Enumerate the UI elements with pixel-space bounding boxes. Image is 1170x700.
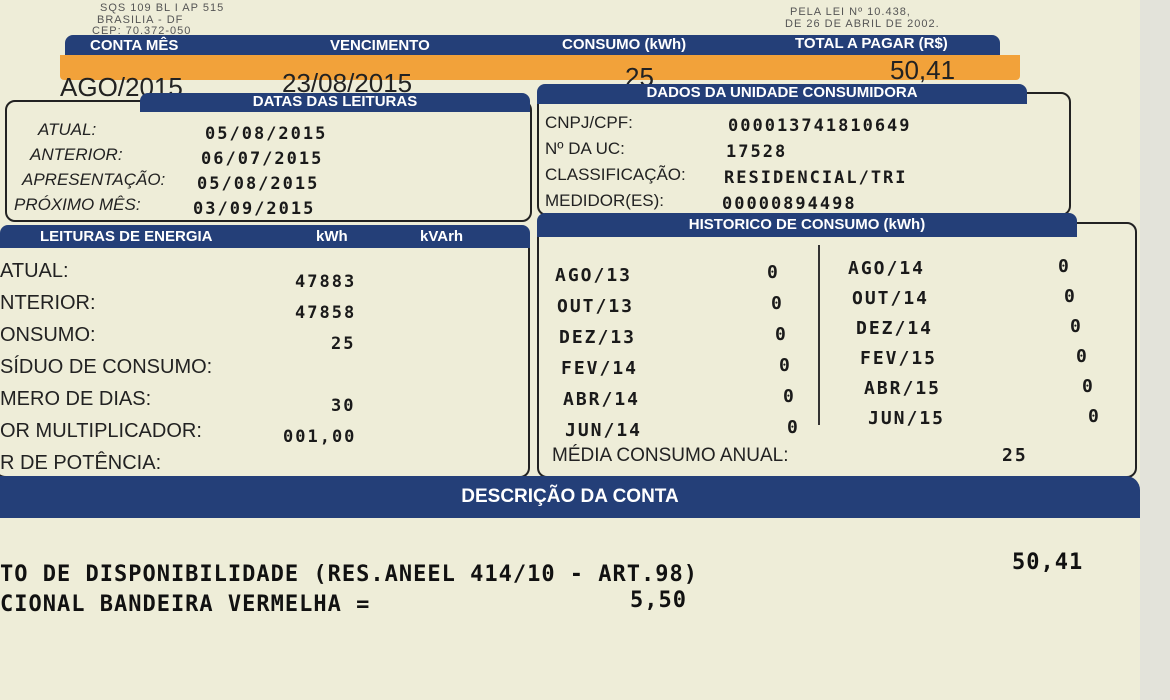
historico-month: OUT/14	[852, 288, 930, 309]
dados-unidade-title: DADOS DA UNIDADE CONSUMIDORA	[537, 84, 1027, 104]
summary-header: CONTA MÊS VENCIMENTO CONSUMO (kWh) TOTAL…	[65, 35, 1000, 55]
historico-month: JUN/15	[868, 408, 946, 429]
leituras-label: MERO DE DIAS:	[0, 388, 152, 410]
dados-value: 00000894498	[722, 194, 857, 214]
leituras-label: R DE POTÊNCIA:	[0, 452, 162, 474]
historico-month: ABR/14	[563, 389, 641, 410]
address-line: CEP: 70.372-050	[92, 25, 192, 37]
descricao-value: 50,41	[1012, 550, 1084, 575]
descricao-line: CIONAL BANDEIRA VERMELHA =	[0, 592, 371, 617]
media-value: 25	[1002, 445, 1028, 466]
descricao-value: 5,50	[630, 588, 687, 613]
leituras-label: NTERIOR:	[0, 292, 96, 314]
historico-month: AGO/14	[848, 258, 926, 279]
header-total: TOTAL A PAGAR (R$)	[795, 35, 948, 52]
historico-value: 0	[775, 324, 788, 345]
total-value: 50,41	[890, 55, 956, 85]
historico-value: 0	[779, 355, 792, 376]
historico-month: JUN/14	[565, 420, 643, 441]
media-label: MÉDIA CONSUMO ANUAL:	[552, 445, 789, 466]
leituras-value: 47858	[295, 303, 357, 323]
historico-value: 0	[767, 262, 780, 283]
historico-divider	[818, 245, 820, 425]
leituras-energia-title: LEITURAS DE ENERGIA	[40, 228, 213, 245]
summary-values-bar	[60, 55, 1020, 80]
header-conta-mes: CONTA MÊS	[90, 37, 179, 54]
datas-label: PRÓXIMO MÊS:	[14, 195, 141, 214]
historico-value: 0	[771, 293, 784, 314]
datas-label: APRESENTAÇÃO:	[22, 170, 166, 189]
leituras-energia-header: LEITURAS DE ENERGIA kWh kVArh	[0, 225, 530, 248]
address-line: BRASILIA - DF	[97, 14, 184, 26]
leituras-label: SÍDUO DE CONSUMO:	[0, 356, 213, 378]
historico-value: 0	[1088, 406, 1101, 427]
leituras-value: 001,00	[283, 427, 357, 447]
datas-label: ATUAL:	[38, 120, 97, 139]
leituras-label: ATUAL:	[0, 260, 69, 282]
header-consumo: CONSUMO (kWh)	[562, 36, 687, 53]
historico-value: 0	[783, 386, 796, 407]
col-kwh: kWh	[316, 228, 348, 245]
leituras-value: 25	[331, 334, 356, 354]
dados-label: CNPJ/CPF:	[545, 113, 633, 132]
header-vencimento: VENCIMENTO	[330, 37, 430, 54]
historico-month: FEV/15	[860, 348, 938, 369]
historico-value: 0	[1070, 316, 1083, 337]
legal-text: PELA LEI Nº 10.438,	[790, 6, 911, 18]
datas-value: 03/09/2015	[193, 199, 316, 219]
leituras-label: OR MULTIPLICADOR:	[0, 420, 202, 442]
datas-value: 05/08/2015	[197, 174, 320, 194]
datas-value: 06/07/2015	[201, 149, 324, 169]
datas-value: 05/08/2015	[205, 124, 328, 144]
datas-label: ANTERIOR:	[30, 145, 123, 164]
leituras-label: ONSUMO:	[0, 324, 96, 346]
historico-month: DEZ/14	[856, 318, 934, 339]
datas-leituras-title: DATAS DAS LEITURAS	[140, 93, 530, 112]
historico-value: 0	[1082, 376, 1095, 397]
dados-value: 17528	[726, 142, 788, 162]
historico-value: 0	[1058, 256, 1071, 277]
historico-month: OUT/13	[557, 296, 635, 317]
leituras-value: 47883	[295, 272, 357, 292]
historico-title: HISTORICO DE CONSUMO (kWh)	[537, 213, 1077, 237]
historico-month: FEV/14	[561, 358, 639, 379]
dados-label: CLASSIFICAÇÃO:	[545, 165, 686, 184]
descricao-title: DESCRIÇÃO DA CONTA	[0, 476, 1140, 518]
address-line: SQS 109 BL I AP 515	[100, 2, 225, 14]
col-kvarh: kVArh	[420, 228, 464, 245]
legal-text: DE 26 DE ABRIL DE 2002.	[785, 18, 940, 30]
historico-value: 0	[1064, 286, 1077, 307]
historico-month: DEZ/13	[559, 327, 637, 348]
historico-value: 0	[1076, 346, 1089, 367]
utility-bill: SQS 109 BL I AP 515 BRASILIA - DF CEP: 7…	[0, 0, 1140, 700]
leituras-value: 30	[331, 396, 356, 416]
dados-value: 000013741810649	[728, 116, 912, 136]
descricao-line: TO DE DISPONIBILIDADE (RES.ANEEL 414/10 …	[0, 562, 699, 587]
dados-label: MEDIDOR(ES):	[545, 191, 664, 210]
historico-month: AGO/13	[555, 265, 633, 286]
dados-label: Nº DA UC:	[545, 139, 625, 158]
historico-month: ABR/15	[864, 378, 942, 399]
historico-value: 0	[787, 417, 800, 438]
dados-value: RESIDENCIAL/TRI	[724, 168, 908, 188]
